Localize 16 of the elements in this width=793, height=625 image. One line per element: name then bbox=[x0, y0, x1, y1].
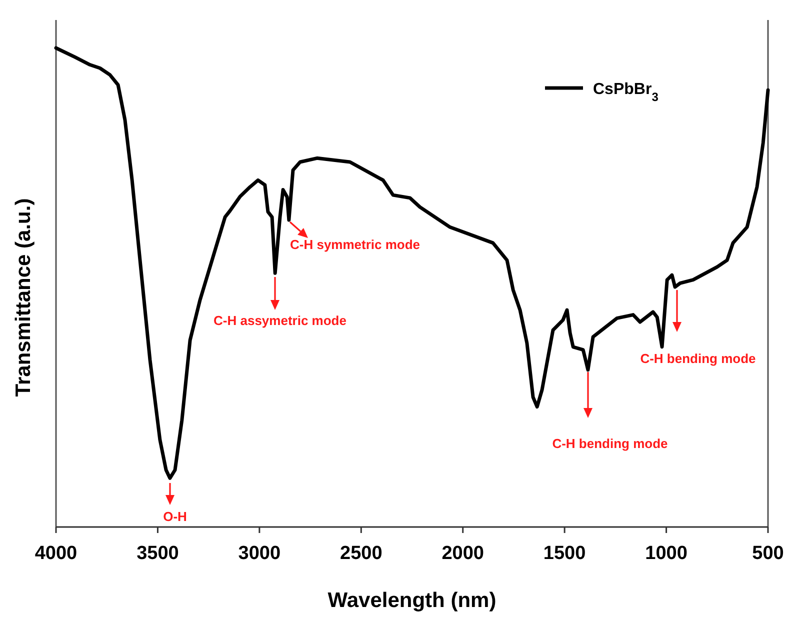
x-tick-label: 4000 bbox=[34, 543, 78, 564]
y-axis-title: Transmittance (a.u.) bbox=[12, 198, 35, 397]
annotation: C-H symmetric mode bbox=[290, 237, 420, 252]
annotation: C-H bending mode bbox=[552, 436, 668, 451]
x-tick-label: 2500 bbox=[340, 543, 382, 564]
x-tick-label: 500 bbox=[752, 543, 784, 564]
x-tick-label: 3000 bbox=[238, 543, 281, 564]
legend-label: CsPbBr$_{3}$ bbox=[593, 81, 659, 104]
x-axis-title: Wavelength (nm) bbox=[328, 589, 496, 612]
x-tick-label: 3500 bbox=[136, 543, 179, 564]
x-tick-label: 2000 bbox=[442, 543, 484, 564]
annotation: O-H bbox=[163, 509, 187, 524]
annotation: C-H assymetric mode bbox=[214, 313, 346, 328]
annotation: C-H bending mode bbox=[640, 351, 756, 366]
x-tick-label: 1000 bbox=[645, 543, 688, 564]
x-tick-label: 1500 bbox=[543, 543, 586, 564]
